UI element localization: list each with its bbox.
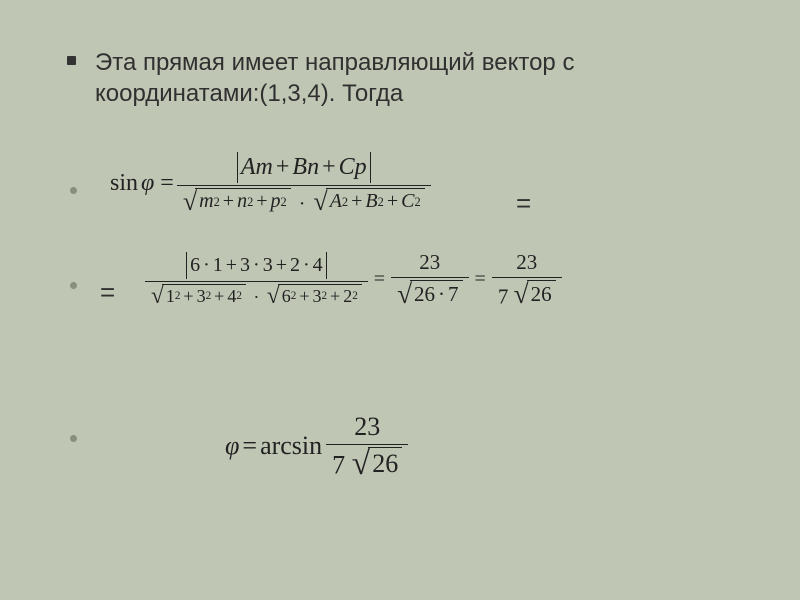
- page-title: Эта прямая имеет направляющий вектор с к…: [95, 48, 735, 109]
- formula-result: φ = arcsin 23 7 √ 26: [225, 410, 408, 483]
- sqrt-mnp: √ m2 + n2 + p2: [183, 188, 291, 213]
- trailing-equals-1: =: [516, 188, 531, 219]
- fraction-1: Am + Bn + Cp √ m2 + n2: [177, 150, 431, 218]
- term-Cp: Cp: [339, 154, 367, 181]
- formula-numeric: 6·1 + 3·3 + 2·4 √ 12 + 32: [145, 248, 562, 311]
- num-23a: 23: [413, 248, 446, 277]
- fraction-2b: 23 √ 26·7: [391, 248, 468, 311]
- phi-result: φ: [225, 431, 239, 461]
- leading-equals-2: =: [100, 277, 115, 308]
- sqrt-abc: √ A2 + B2 + C2: [313, 188, 424, 213]
- fraction-result: 23 7 √ 26: [326, 410, 408, 483]
- abs-numerator-2: 6·1 + 3·3 + 2·4: [186, 252, 327, 279]
- arcsin-label: arcsin: [260, 431, 322, 461]
- slide: Эта прямая имеет направляющий вектор с к…: [0, 0, 800, 600]
- fraction-2c: 23 7 √ 26: [492, 248, 562, 311]
- sqrt-632: √ 62 + 32 + 22: [267, 284, 362, 307]
- sqrt-26x7: √ 26·7: [397, 280, 462, 307]
- sqrt-134: √ 12 + 32 + 42: [151, 284, 246, 307]
- sqrt-26-result: √ 26: [352, 447, 403, 479]
- num-23b: 23: [510, 248, 543, 277]
- sin-label: sin: [110, 170, 138, 197]
- bullet-formula1: [70, 187, 77, 194]
- num-23c: 23: [348, 410, 386, 444]
- sqrt-26: √ 26: [514, 280, 556, 307]
- formula-sin-phi: sin φ = Am + Bn + Cp √: [110, 150, 431, 218]
- bullet-formula3: [70, 435, 77, 442]
- term-Am: Am: [241, 154, 273, 181]
- abs-numerator-1: Am + Bn + Cp: [237, 152, 371, 183]
- bullet-title: [67, 56, 76, 65]
- bullet-formula2: [70, 282, 77, 289]
- phi-symbol: φ: [141, 170, 154, 197]
- term-Bn: Bn: [292, 154, 319, 181]
- fraction-2a: 6·1 + 3·3 + 2·4 √ 12 + 32: [145, 250, 368, 310]
